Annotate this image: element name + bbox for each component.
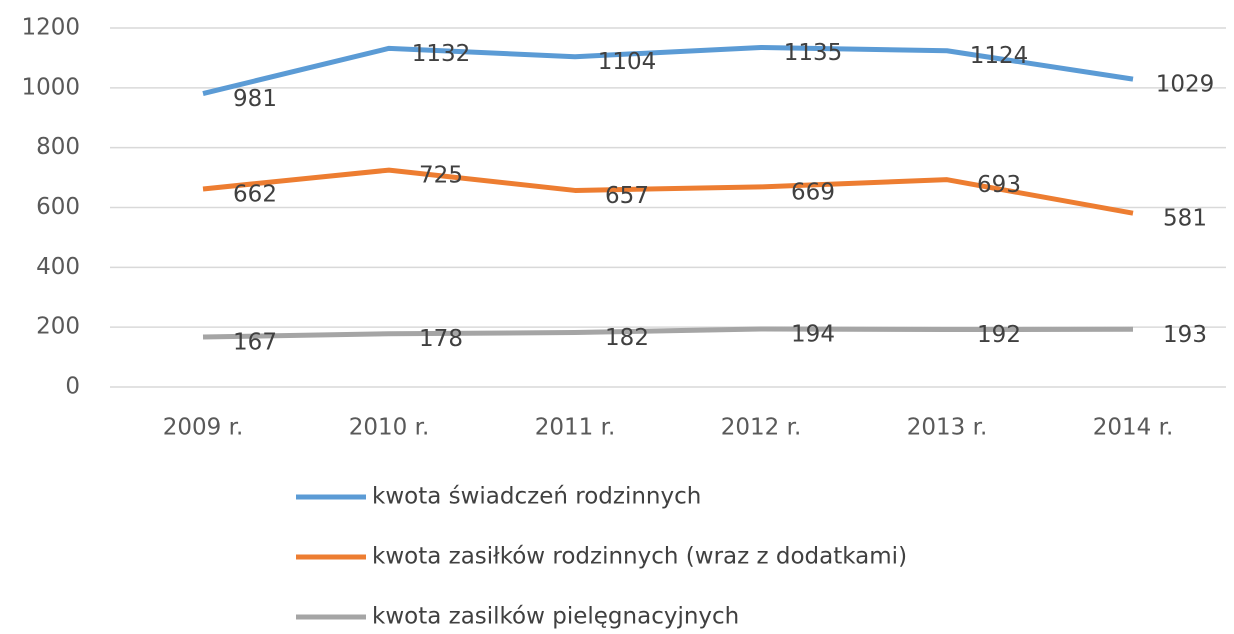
data-label: 1124 — [970, 43, 1029, 69]
data-label: 1029 — [1156, 72, 1215, 98]
data-label: 1132 — [412, 41, 471, 67]
data-label: 193 — [1163, 322, 1207, 348]
legend-label: kwota zasilków pielęgnacyjnych — [372, 604, 739, 630]
y-tick-label: 600 — [36, 194, 80, 220]
data-label: 981 — [233, 86, 277, 112]
x-tick-label: 2012 r. — [721, 415, 802, 441]
y-tick-label: 0 — [65, 374, 80, 400]
y-tick-label: 1200 — [21, 15, 80, 41]
data-label: 662 — [233, 181, 277, 207]
y-tick-label: 1000 — [21, 74, 80, 100]
x-tick-label: 2013 r. — [907, 415, 988, 441]
data-label: 669 — [791, 179, 835, 205]
data-label: 178 — [419, 326, 463, 352]
x-tick-label: 2009 r. — [163, 415, 244, 441]
legend-label: kwota zasiłków rodzinnych (wraz z dodatk… — [372, 544, 907, 570]
x-tick-label: 2010 r. — [349, 415, 430, 441]
x-tick-label: 2014 r. — [1093, 415, 1174, 441]
data-label: 192 — [977, 322, 1021, 348]
x-tick-label: 2011 r. — [535, 415, 616, 441]
series-line — [202, 167, 1134, 216]
data-label: 194 — [791, 321, 835, 347]
data-label: 182 — [605, 325, 649, 351]
data-label: 1104 — [598, 49, 657, 75]
y-tick-label: 200 — [36, 314, 80, 340]
data-label: 657 — [605, 183, 649, 209]
data-label: 693 — [977, 172, 1021, 198]
legend-label: kwota świadczeń rodzinnych — [372, 484, 701, 510]
y-tick-label: 400 — [36, 254, 80, 280]
data-label: 581 — [1163, 206, 1207, 232]
data-label: 725 — [419, 163, 463, 189]
data-label: 167 — [233, 330, 277, 356]
series-line — [202, 326, 1134, 340]
series-line — [202, 44, 1134, 96]
y-tick-label: 800 — [36, 134, 80, 160]
data-label: 1135 — [784, 40, 843, 66]
